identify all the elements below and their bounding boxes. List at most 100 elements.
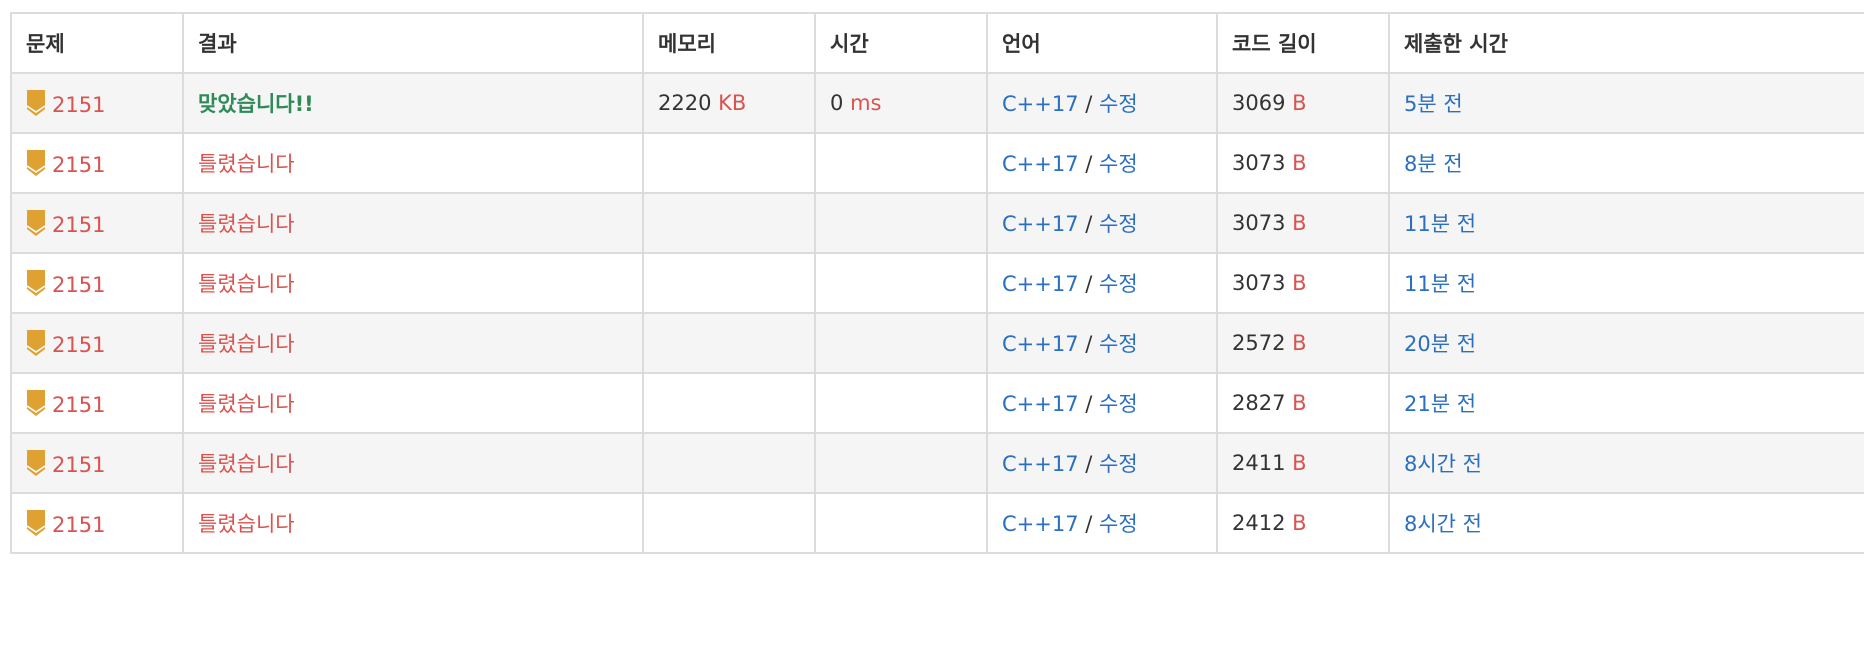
language-link[interactable]: C++17	[1002, 152, 1079, 176]
result-text[interactable]: 틀렸습니다	[198, 272, 295, 296]
memory-cell	[642, 132, 816, 194]
language-separator: /	[1085, 212, 1093, 236]
tier-badge-icon: 3	[26, 389, 46, 417]
language-link[interactable]: C++17	[1002, 92, 1079, 116]
language-separator: /	[1085, 152, 1093, 176]
language-separator: /	[1085, 512, 1093, 536]
language-link[interactable]: C++17	[1002, 272, 1079, 296]
edit-link[interactable]: 수정	[1099, 512, 1138, 536]
problem-link[interactable]: 2151	[52, 213, 106, 237]
language-link[interactable]: C++17	[1002, 332, 1079, 356]
code-length-cell: 3073 B	[1216, 252, 1390, 314]
language-separator: /	[1085, 272, 1093, 296]
language-cell: C++17 / 수정	[986, 432, 1218, 494]
problem-link[interactable]: 2151	[52, 333, 106, 357]
code-length-value: 2572	[1232, 331, 1286, 355]
tier-badge-icon: 3	[26, 329, 46, 357]
time-cell	[814, 432, 988, 494]
result-text[interactable]: 틀렸습니다	[198, 212, 295, 236]
memory-cell	[642, 492, 816, 554]
submitted-time-link[interactable]: 21분 전	[1404, 392, 1477, 416]
problem-cell: 32151	[10, 192, 184, 254]
submitted-time-link[interactable]: 11분 전	[1404, 272, 1477, 296]
problem-link[interactable]: 2151	[52, 153, 106, 177]
time-unit: ms	[850, 91, 882, 115]
result-cell: 맞았습니다!!	[182, 72, 644, 134]
result-text[interactable]: 틀렸습니다	[198, 332, 295, 356]
code-length-value: 3073	[1232, 211, 1286, 235]
table-header: 문제 결과 메모리 시간 언어 코드 길이 제출한 시간	[10, 12, 1864, 74]
tier-badge-icon: 3	[26, 509, 46, 537]
status-table-wrapper: 문제 결과 메모리 시간 언어 코드 길이 제출한 시간 32151맞았습니다!…	[10, 12, 1864, 554]
code-length-unit: B	[1292, 151, 1307, 175]
edit-link[interactable]: 수정	[1099, 452, 1138, 476]
result-text[interactable]: 틀렸습니다	[198, 152, 295, 176]
language-cell: C++17 / 수정	[986, 492, 1218, 554]
table-row: 32151 틀렸습니다 C++17 / 수정 2412 B 8시간 전	[10, 492, 1864, 554]
header-memory: 메모리	[642, 12, 816, 74]
problem-link[interactable]: 2151	[52, 393, 106, 417]
edit-link[interactable]: 수정	[1099, 392, 1138, 416]
tier-badge-icon: 3	[26, 269, 46, 297]
tier-badge-icon: 3	[26, 89, 46, 117]
code-length-unit: B	[1292, 391, 1307, 415]
time-cell	[814, 372, 988, 434]
code-length-unit: B	[1292, 91, 1307, 115]
code-length-value: 2411	[1232, 451, 1286, 475]
submitted-time-cell: 8시간 전	[1388, 492, 1864, 554]
problem-link[interactable]: 2151	[52, 513, 106, 537]
language-cell: C++17 / 수정	[986, 192, 1218, 254]
code-length-unit: B	[1292, 331, 1307, 355]
code-length-value: 3073	[1232, 151, 1286, 175]
language-cell: C++17 / 수정	[986, 252, 1218, 314]
memory-unit: KB	[718, 91, 747, 115]
header-code-length: 코드 길이	[1216, 12, 1390, 74]
result-text[interactable]: 틀렸습니다	[198, 512, 295, 536]
result-cell: 틀렸습니다	[182, 372, 644, 434]
time-cell	[814, 132, 988, 194]
edit-link[interactable]: 수정	[1099, 212, 1138, 236]
code-length-value: 2412	[1232, 511, 1286, 535]
submitted-time-link[interactable]: 8분 전	[1404, 152, 1463, 176]
problem-link[interactable]: 2151	[52, 453, 106, 477]
submitted-time-cell: 20분 전	[1388, 312, 1864, 374]
problem-link[interactable]: 2151	[52, 273, 106, 297]
problem-cell: 32151	[10, 252, 184, 314]
memory-cell	[642, 252, 816, 314]
problem-cell: 32151	[10, 492, 184, 554]
result-text[interactable]: 맞았습니다!!	[198, 92, 314, 116]
edit-link[interactable]: 수정	[1099, 332, 1138, 356]
submitted-time-link[interactable]: 8시간 전	[1404, 512, 1482, 536]
problem-link[interactable]: 2151	[52, 93, 106, 117]
code-length-unit: B	[1292, 511, 1307, 535]
result-cell: 틀렸습니다	[182, 192, 644, 254]
submitted-time-cell: 8시간 전	[1388, 432, 1864, 494]
result-text[interactable]: 틀렸습니다	[198, 452, 295, 476]
header-result: 결과	[182, 12, 644, 74]
time-cell	[814, 192, 988, 254]
language-link[interactable]: C++17	[1002, 392, 1079, 416]
edit-link[interactable]: 수정	[1099, 152, 1138, 176]
header-submitted-time: 제출한 시간	[1388, 12, 1864, 74]
submitted-time-link[interactable]: 8시간 전	[1404, 452, 1482, 476]
submitted-time-cell: 8분 전	[1388, 132, 1864, 194]
result-text[interactable]: 틀렸습니다	[198, 392, 295, 416]
code-length-unit: B	[1292, 451, 1307, 475]
tier-badge-icon: 3	[26, 149, 46, 177]
edit-link[interactable]: 수정	[1099, 92, 1138, 116]
language-link[interactable]: C++17	[1002, 452, 1079, 476]
code-length-cell: 3073 B	[1216, 132, 1390, 194]
language-link[interactable]: C++17	[1002, 212, 1079, 236]
submitted-time-link[interactable]: 5분 전	[1404, 92, 1463, 116]
language-link[interactable]: C++17	[1002, 512, 1079, 536]
submitted-time-link[interactable]: 11분 전	[1404, 212, 1477, 236]
header-time: 시간	[814, 12, 988, 74]
submitted-time-link[interactable]: 20분 전	[1404, 332, 1477, 356]
result-cell: 틀렸습니다	[182, 312, 644, 374]
language-separator: /	[1085, 392, 1093, 416]
code-length-cell: 3073 B	[1216, 192, 1390, 254]
code-length-value: 3073	[1232, 271, 1286, 295]
edit-link[interactable]: 수정	[1099, 272, 1138, 296]
